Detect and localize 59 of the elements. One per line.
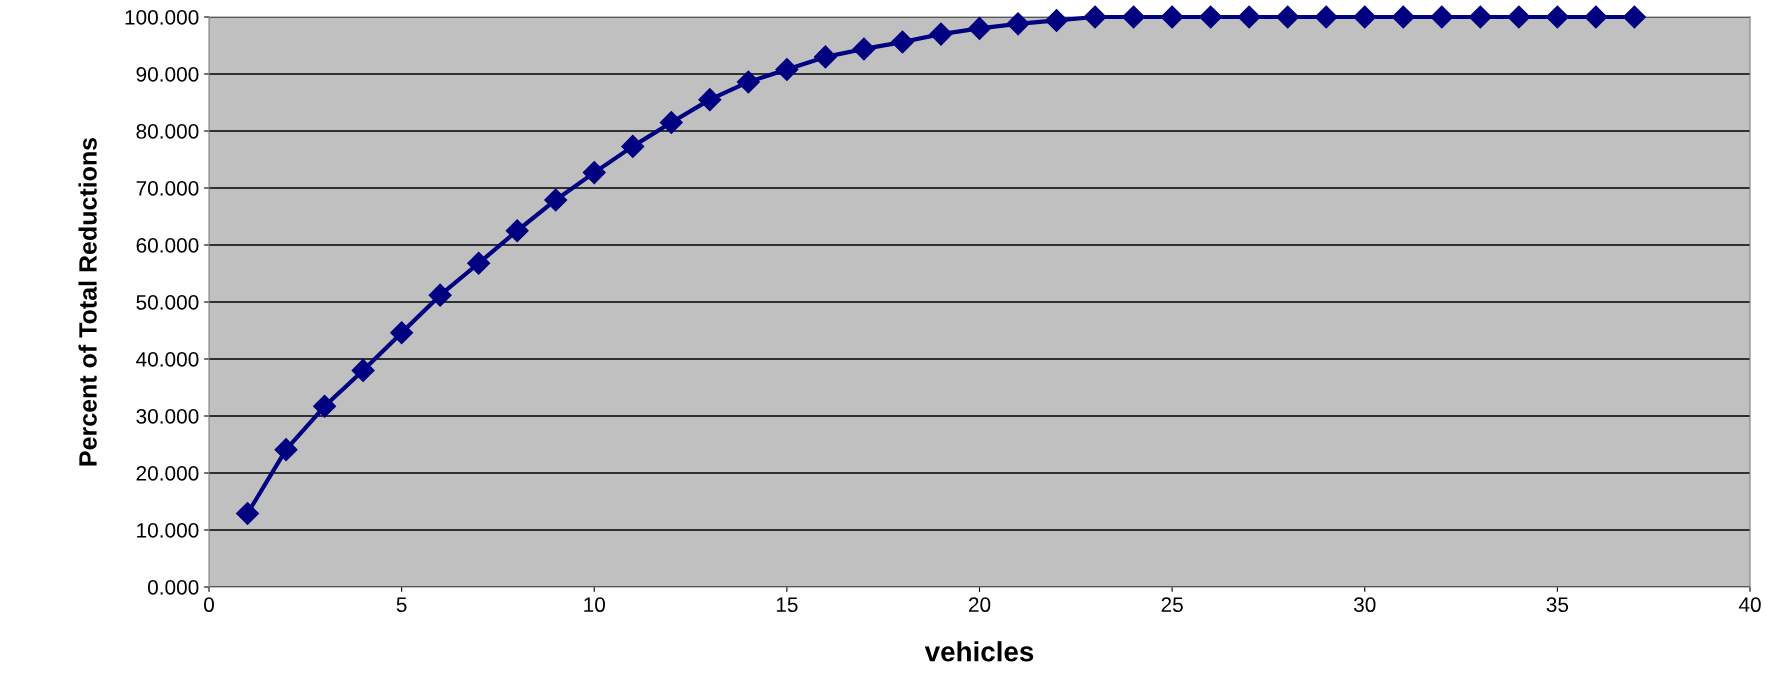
x-tick-label: 20 <box>968 597 991 613</box>
point <box>1006 12 1030 36</box>
y-tick-label: 0.000 <box>147 580 199 595</box>
x-tick-label: 25 <box>1161 597 1183 613</box>
point <box>1584 5 1608 29</box>
point <box>1199 5 1223 29</box>
x-tick-label: 40 <box>1738 597 1761 613</box>
point <box>1391 5 1415 29</box>
point <box>890 30 914 54</box>
point <box>775 57 799 81</box>
x-tick-label: 5 <box>396 597 407 613</box>
y-tick-label: 70.000 <box>136 181 199 196</box>
point <box>659 110 683 134</box>
point <box>1622 5 1646 29</box>
point <box>929 22 953 46</box>
point <box>390 321 414 345</box>
point <box>813 45 837 69</box>
point <box>1237 5 1261 29</box>
point <box>698 88 722 112</box>
point <box>1083 5 1107 29</box>
point <box>1045 8 1069 32</box>
point <box>1430 5 1454 29</box>
point <box>621 134 645 158</box>
x-tick-label: 35 <box>1546 597 1569 613</box>
y-tick-label: 90.000 <box>136 67 199 82</box>
y-axis-title: Percent of Total Reductions <box>78 137 97 466</box>
y-tick-label: 10.000 <box>137 523 199 538</box>
y-tick-label: 100.000 <box>125 10 199 25</box>
point <box>1353 5 1377 29</box>
point <box>736 70 760 94</box>
point <box>1468 5 1492 29</box>
y-tick-label: 50.000 <box>136 295 199 310</box>
point <box>351 358 375 382</box>
point <box>1276 5 1300 29</box>
point <box>467 251 491 275</box>
point <box>274 438 298 462</box>
point <box>852 37 876 61</box>
x-tick-label: 15 <box>776 597 798 613</box>
point <box>1507 5 1531 29</box>
y-tick-label: 60.000 <box>136 238 199 253</box>
x-axis-title: vehicles <box>924 641 1034 662</box>
x-tick-label: 0 <box>204 597 214 613</box>
point <box>313 394 337 418</box>
y-tick-label: 80.000 <box>136 124 199 139</box>
x-tick-label: 30 <box>1353 597 1376 613</box>
point <box>236 501 260 525</box>
point <box>582 161 606 185</box>
y-tick-label: 30.000 <box>136 409 199 424</box>
point <box>1545 5 1569 29</box>
point <box>428 283 452 307</box>
point <box>1314 5 1338 29</box>
point <box>1122 5 1146 29</box>
point <box>544 188 568 212</box>
y-tick-label: 40.000 <box>136 352 199 367</box>
point <box>505 219 529 243</box>
x-tick-label: 10 <box>584 597 606 613</box>
y-tick-label: 20.000 <box>136 466 199 481</box>
point <box>1160 5 1184 29</box>
point <box>968 16 991 40</box>
